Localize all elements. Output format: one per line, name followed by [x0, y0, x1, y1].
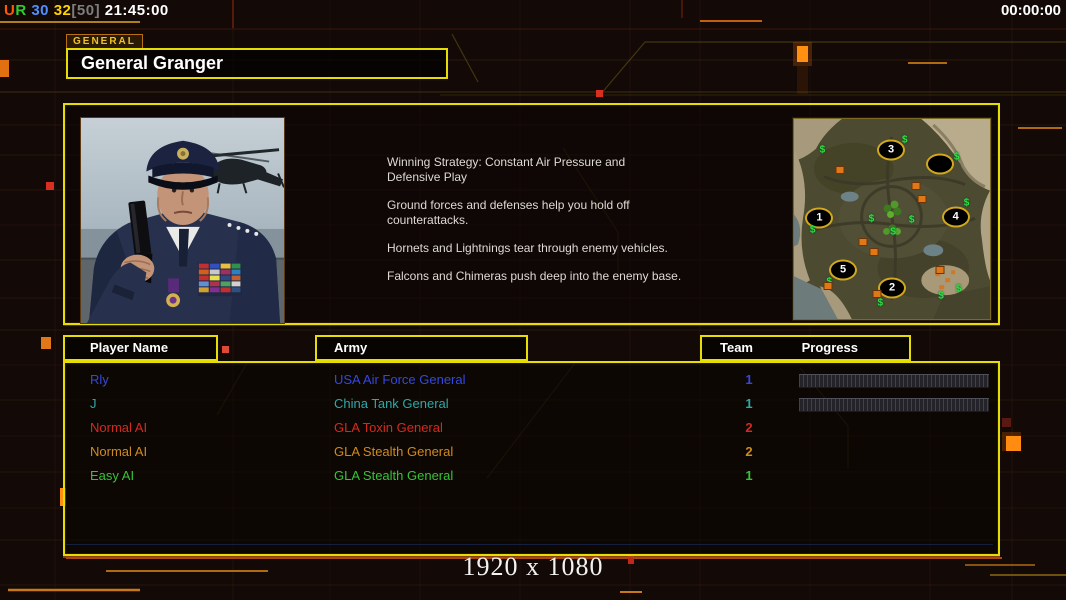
- map-supply-icon: $: [963, 197, 970, 209]
- column-header-team-progress: Team Progress: [700, 335, 911, 361]
- map-supply-icon: $: [901, 134, 908, 146]
- general-tab-label: GENERAL: [66, 34, 143, 49]
- army-header-label: Army: [334, 340, 368, 355]
- map-resource-icon: [872, 290, 882, 298]
- medal: [166, 278, 181, 308]
- status-bar-left: UR 30 32[50] 21:45:00: [4, 2, 169, 19]
- strategy-paragraph: Hornets and Lightnings tear through enem…: [387, 241, 668, 255]
- strategy-description: Winning Strategy: Constant Air Pressure …: [387, 155, 722, 297]
- general-figure: [86, 140, 281, 323]
- player-row: Normal AI GLA Stealth General 2: [65, 440, 998, 464]
- map-start-position-marker: 2: [878, 277, 906, 299]
- player-name-header-label: Player Name: [90, 340, 169, 355]
- tree-cluster: [883, 200, 902, 235]
- map-supply-icon: $: [953, 151, 960, 163]
- map-supply-icon: $: [890, 226, 896, 238]
- column-header-player-name: Player Name: [63, 335, 218, 361]
- player-team: 2: [745, 444, 753, 459]
- player-name: Normal AI: [90, 420, 148, 435]
- map-resource-icon: [835, 166, 845, 174]
- column-header-army: Army: [315, 335, 528, 361]
- map-supply-icon: $: [819, 144, 826, 156]
- resolution-label: 1920 x 1080: [462, 552, 604, 581]
- player-team: 1: [745, 396, 753, 411]
- progress-header-label: Progress: [801, 340, 858, 355]
- load-progress-bar: [799, 374, 989, 388]
- status-segment: [50]: [71, 2, 105, 19]
- player-team: 1: [745, 468, 753, 483]
- map-start-position-marker: [926, 153, 955, 175]
- map-start-position-marker: 5: [829, 259, 857, 281]
- map-resource-icon: [911, 182, 921, 190]
- status-segment: 21:45:00: [104, 2, 169, 19]
- player-army: GLA Toxin General: [334, 420, 443, 435]
- map-supply-icon: $: [908, 214, 915, 226]
- player-name: Easy AI: [90, 468, 135, 483]
- player-row: J China Tank General 1: [65, 392, 998, 416]
- map-supply-icon: $: [868, 213, 875, 225]
- map-resource-icon: [869, 248, 879, 256]
- player-team: 2: [745, 420, 753, 435]
- general-name-title: General Granger: [66, 48, 448, 79]
- match-timer: 00:00:00: [1000, 2, 1061, 19]
- player-list-panel: Rly USA Air Force General 1 J China Tank Gen…: [63, 361, 1000, 556]
- player-name: Rly: [90, 372, 109, 387]
- status-segment: 32: [53, 2, 72, 19]
- player-row: Rly USA Air Force General 1: [65, 368, 998, 392]
- map-supply-icon: $: [809, 224, 816, 236]
- map-supply-icon: $: [938, 290, 944, 302]
- map-supply-icon: $: [877, 297, 884, 309]
- player-name: J: [90, 396, 97, 411]
- general-info-panel: Winning Strategy: Constant Air Pressure …: [63, 103, 1000, 325]
- map-supply-icon: $: [955, 283, 962, 295]
- player-army: USA Air Force General: [334, 372, 466, 387]
- strategy-paragraph: Winning Strategy: Constant Air Pressure …: [387, 155, 626, 184]
- status-segment: 30: [31, 2, 54, 19]
- map-resource-icon: [935, 266, 945, 274]
- service-ribbons: [197, 262, 242, 297]
- map-start-position-marker: 1: [805, 207, 834, 229]
- player-army: GLA Stealth General: [334, 468, 454, 483]
- player-row: Easy AI GLA Stealth General 1: [65, 464, 998, 488]
- map-start-position-marker: 4: [941, 206, 970, 228]
- status-segment: R: [15, 2, 32, 19]
- player-army: GLA Stealth General: [334, 444, 454, 459]
- load-progress-bar: [799, 398, 989, 412]
- panel-divider-line: [66, 544, 993, 545]
- player-row: Normal AI GLA Toxin General 2: [65, 416, 998, 440]
- map-resource-icon: [917, 195, 927, 203]
- map-start-position-marker: 3: [877, 139, 906, 161]
- general-portrait-image: [80, 117, 285, 324]
- map-resource-icon: [858, 238, 868, 246]
- player-army: China Tank General: [334, 396, 449, 411]
- strategy-paragraph: Ground forces and defenses help you hold…: [387, 198, 630, 227]
- helicopter-silhouette: [191, 148, 284, 194]
- player-team: 1: [745, 372, 753, 387]
- map-resource-icon: [823, 282, 833, 290]
- player-name: Normal AI: [90, 444, 148, 459]
- team-header-label: Team: [720, 340, 753, 355]
- status-segment: U: [4, 2, 16, 19]
- strategy-paragraph: Falcons and Chimeras push deep into the …: [387, 269, 682, 283]
- player-list: Rly USA Air Force General 1 J China Tank Gen…: [65, 368, 998, 488]
